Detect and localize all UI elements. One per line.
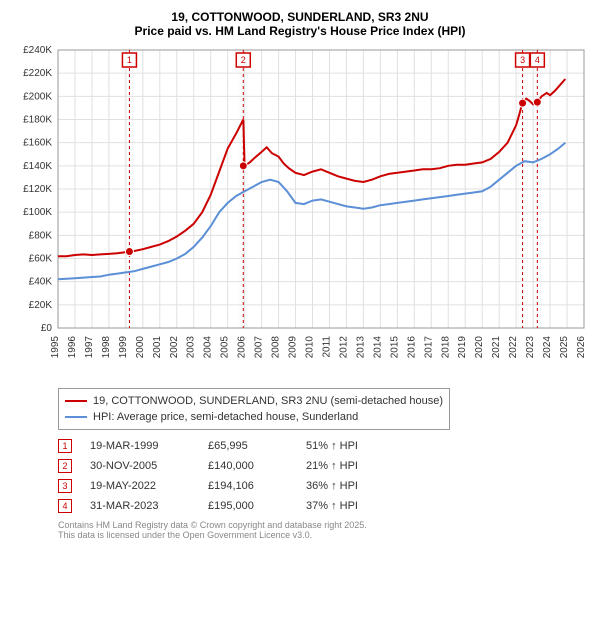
marker-price: £195,000 [208,496,288,516]
svg-text:2024: 2024 [542,336,553,359]
marker-badge-2: 2 [58,459,72,473]
svg-text:£120K: £120K [23,184,52,195]
svg-text:2008: 2008 [271,336,282,359]
chart-title-sub: Price paid vs. HM Land Registry's House … [8,24,592,38]
svg-text:£60K: £60K [29,254,53,265]
svg-text:2011: 2011 [321,336,332,358]
svg-text:2000: 2000 [135,336,146,359]
marker-date: 31-MAR-2023 [90,496,190,516]
svg-text:1996: 1996 [67,336,78,359]
svg-text:2025: 2025 [559,336,570,359]
marker-price: £140,000 [208,456,288,476]
attribution-line2: This data is licensed under the Open Gov… [58,530,592,540]
svg-text:2019: 2019 [457,336,468,359]
svg-text:2007: 2007 [254,336,265,359]
attribution: Contains HM Land Registry data © Crown c… [58,520,592,540]
svg-text:2018: 2018 [440,336,451,359]
svg-text:2009: 2009 [288,336,299,359]
legend-label-property: 19, COTTONWOOD, SUNDERLAND, SR3 2NU (sem… [93,393,443,409]
svg-text:2014: 2014 [372,336,383,359]
svg-text:2020: 2020 [474,336,485,359]
svg-text:1999: 1999 [118,336,129,359]
svg-text:£40K: £40K [29,277,53,288]
svg-text:2: 2 [241,55,246,65]
marker-pct: 36% ↑ HPI [306,476,396,496]
svg-text:2010: 2010 [305,336,316,359]
legend-row-hpi: HPI: Average price, semi-detached house,… [65,409,443,425]
svg-text:£0: £0 [41,323,53,334]
chart-title-block: 19, COTTONWOOD, SUNDERLAND, SR3 2NU Pric… [8,10,592,38]
svg-text:£160K: £160K [23,138,52,149]
marker-date: 19-MAR-1999 [90,436,190,456]
svg-text:1998: 1998 [101,336,112,359]
svg-text:£240K: £240K [23,45,52,56]
svg-text:4: 4 [535,55,540,65]
legend-swatch-property [65,400,87,402]
svg-text:2002: 2002 [169,336,180,359]
svg-text:2012: 2012 [338,336,349,359]
svg-text:2022: 2022 [508,336,519,359]
marker-row: 4 31-MAR-2023 £195,000 37% ↑ HPI [58,496,592,516]
svg-text:2015: 2015 [389,336,400,359]
svg-text:2013: 2013 [355,336,366,359]
chart-svg: £0 £20K £40K £60K £80K £100K £120K £140K £160K £1… [8,42,592,382]
svg-text:£220K: £220K [23,68,52,79]
marker-row: 3 19-MAY-2022 £194,106 36% ↑ HPI [58,476,592,496]
marker-badge-3: 3 [58,479,72,493]
marker-pct: 51% ↑ HPI [306,436,396,456]
svg-text:2021: 2021 [491,336,502,359]
legend: 19, COTTONWOOD, SUNDERLAND, SR3 2NU (sem… [58,388,450,430]
svg-text:£200K: £200K [23,91,52,102]
marker-pct: 21% ↑ HPI [306,456,396,476]
chart-title-main: 19, COTTONWOOD, SUNDERLAND, SR3 2NU [8,10,592,24]
svg-text:1: 1 [127,55,132,65]
chart-area: £0 £20K £40K £60K £80K £100K £120K £140K £160K £1… [8,42,592,382]
svg-text:£180K: £180K [23,115,52,126]
marker-price: £65,995 [208,436,288,456]
svg-text:£140K: £140K [23,161,52,172]
svg-text:2005: 2005 [220,336,231,359]
legend-row-property: 19, COTTONWOOD, SUNDERLAND, SR3 2NU (sem… [65,393,443,409]
svg-text:2001: 2001 [152,336,163,359]
legend-swatch-hpi [65,416,87,418]
marker-row: 2 30-NOV-2005 £140,000 21% ↑ HPI [58,456,592,476]
marker-date: 30-NOV-2005 [90,456,190,476]
marker-date: 19-MAY-2022 [90,476,190,496]
svg-text:2003: 2003 [186,336,197,359]
svg-text:£20K: £20K [29,300,53,311]
svg-text:2026: 2026 [576,336,587,359]
svg-text:2016: 2016 [406,336,417,359]
svg-text:2017: 2017 [423,336,434,359]
svg-text:2006: 2006 [237,336,248,359]
marker-price: £194,106 [208,476,288,496]
markers-table: 1 19-MAR-1999 £65,995 51% ↑ HPI 2 30-NOV… [58,436,592,516]
legend-label-hpi: HPI: Average price, semi-detached house,… [93,409,358,425]
marker-pct: 37% ↑ HPI [306,496,396,516]
svg-text:£80K: £80K [29,230,53,241]
attribution-line1: Contains HM Land Registry data © Crown c… [58,520,592,530]
svg-text:£100K: £100K [23,207,52,218]
svg-text:1995: 1995 [50,336,61,359]
svg-text:1997: 1997 [84,336,95,359]
marker-badge-4: 4 [58,499,72,513]
svg-text:2023: 2023 [525,336,536,359]
marker-row: 1 19-MAR-1999 £65,995 51% ↑ HPI [58,436,592,456]
svg-text:3: 3 [520,55,525,65]
svg-text:2004: 2004 [203,336,214,359]
marker-badge-1: 1 [58,439,72,453]
